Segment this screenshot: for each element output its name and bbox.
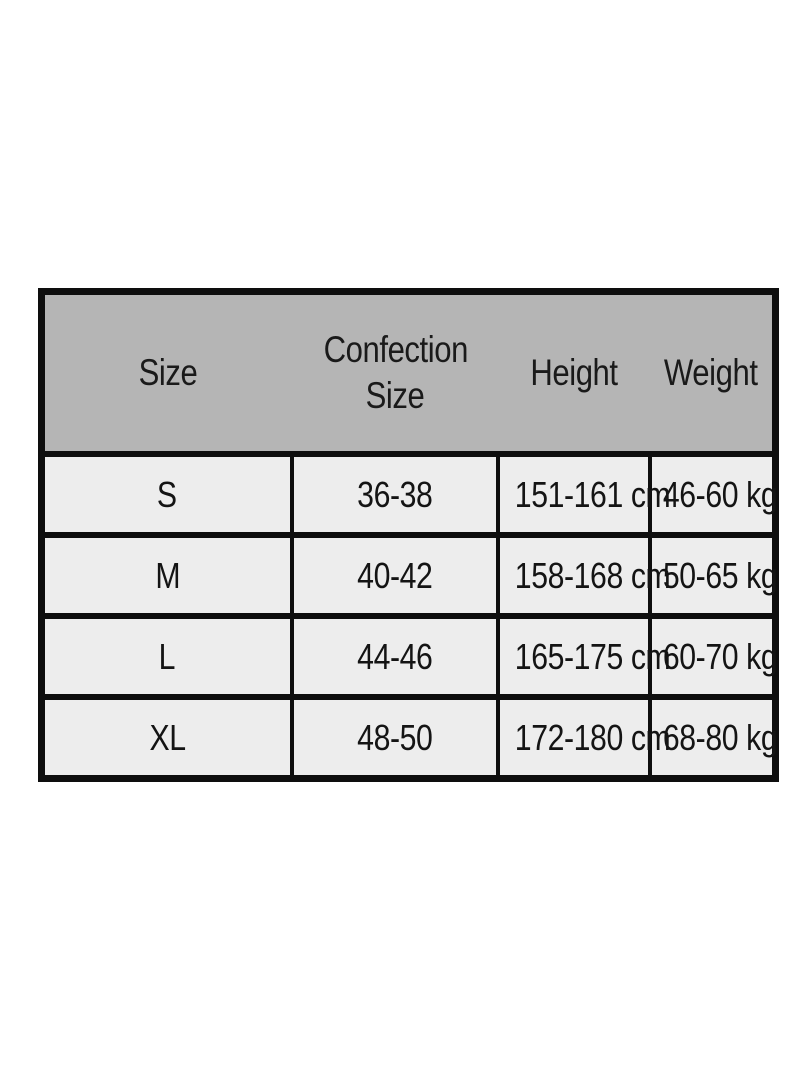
weight-value: 68-80 kg: [662, 717, 777, 758]
size-value: L: [159, 636, 176, 677]
size-chart-header-row: Size Confection Size Height Weight: [41, 288, 776, 457]
height-value: 151-161 cm: [514, 474, 670, 515]
column-header-height: Height: [497, 288, 650, 457]
weight-value: 50-65 kg: [662, 555, 777, 596]
cell-confection-s: 36-38: [289, 451, 500, 538]
size-value: M: [154, 555, 180, 596]
cell-height-xl: 172-180 cm: [495, 694, 670, 782]
column-header-confection-size: Confection Size: [291, 288, 498, 457]
column-header-height-label: Height: [529, 351, 618, 393]
weight-value: 46-60 kg: [662, 474, 777, 515]
confection-value: 48-50: [356, 717, 433, 758]
height-value: 165-175 cm: [514, 636, 670, 677]
cell-confection-l: 44-46: [289, 613, 500, 700]
table-row-s: S 36-38 151-161 cm 46-60 kg: [39, 451, 778, 538]
cell-confection-m: 40-42: [289, 532, 500, 619]
cell-weight-l: 60-70 kg: [647, 613, 778, 700]
column-header-confection-size-label: Confection Size: [323, 328, 468, 416]
table-row-m: M 40-42 158-168 cm 50-65 kg: [39, 532, 778, 619]
cell-confection-xl: 48-50: [289, 694, 500, 782]
size-value: XL: [149, 717, 186, 758]
cell-height-s: 151-161 cm: [495, 451, 670, 538]
confection-value: 40-42: [356, 555, 433, 596]
cell-weight-xl: 68-80 kg: [647, 694, 778, 782]
cell-size-xl: XL: [39, 694, 294, 782]
height-value: 172-180 cm: [514, 717, 670, 758]
column-header-weight-label: Weight: [663, 351, 758, 393]
cell-size-s: S: [39, 451, 294, 538]
column-header-size: Size: [41, 288, 292, 457]
table-row-xl: XL 48-50 172-180 cm 68-80 kg: [39, 694, 778, 782]
confection-value: 36-38: [356, 474, 433, 515]
size-value: S: [157, 474, 178, 515]
cell-size-m: M: [39, 532, 294, 619]
cell-weight-s: 46-60 kg: [647, 451, 778, 538]
cell-size-l: L: [39, 613, 294, 700]
column-header-size-label: Size: [138, 351, 198, 393]
cell-weight-m: 50-65 kg: [647, 532, 778, 619]
cell-height-l: 165-175 cm: [495, 613, 670, 700]
size-chart-table: Size Confection Size Height Weight S 36-…: [38, 288, 779, 782]
table-row-l: L 44-46 165-175 cm 60-70 kg: [39, 613, 778, 700]
weight-value: 60-70 kg: [662, 636, 777, 677]
cell-height-m: 158-168 cm: [495, 532, 670, 619]
column-header-weight: Weight: [649, 288, 776, 457]
confection-value: 44-46: [356, 636, 433, 677]
height-value: 158-168 cm: [514, 555, 670, 596]
